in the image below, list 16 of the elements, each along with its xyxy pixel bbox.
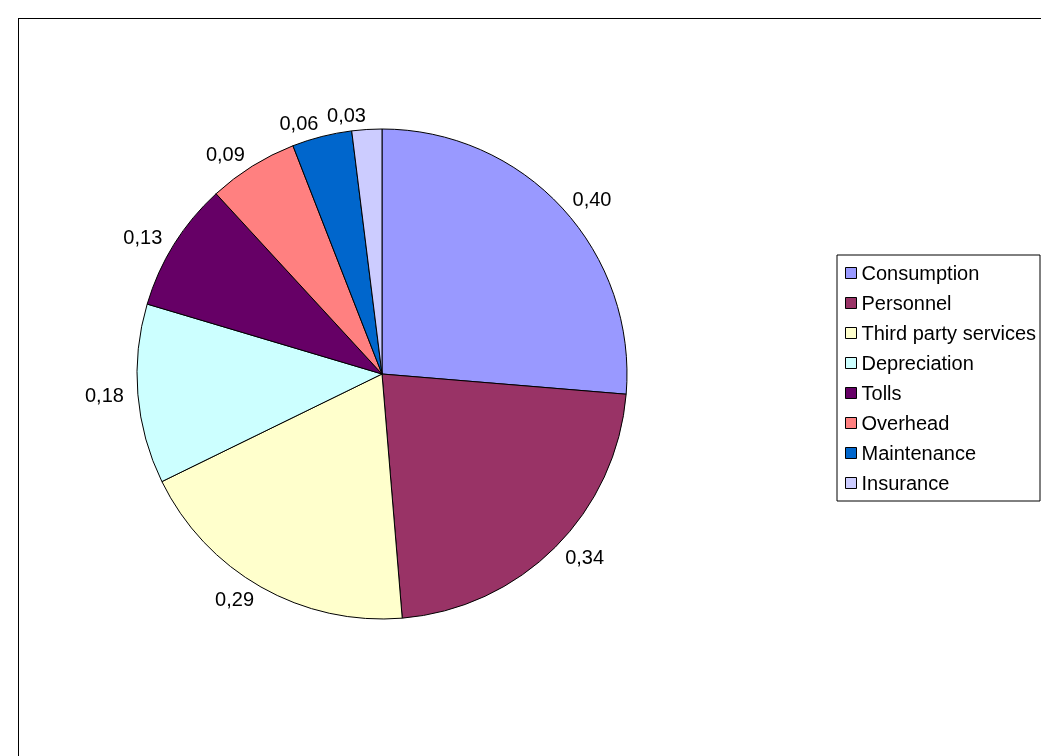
legend-label: Tolls: [861, 382, 902, 404]
data-label: 0,29: [215, 588, 255, 611]
data-label: 0,09: [205, 143, 245, 166]
legend-label: Third party services: [861, 322, 1037, 344]
data-label: 0,40: [572, 187, 612, 210]
data-label: 0,18: [84, 384, 124, 407]
legend-label: Depreciation: [861, 352, 974, 374]
data-label: 0,03: [327, 104, 366, 127]
legend-label: Insurance: [861, 472, 950, 494]
data-label: 0,13: [123, 225, 163, 248]
data-label: 0,06: [279, 111, 319, 134]
legend-label: Maintenance: [861, 442, 977, 464]
legend-label: Consumption: [861, 262, 980, 284]
legend-label: Overhead: [861, 412, 950, 434]
data-label: 0,34: [565, 546, 605, 569]
legend-label: Personnel: [861, 292, 952, 314]
